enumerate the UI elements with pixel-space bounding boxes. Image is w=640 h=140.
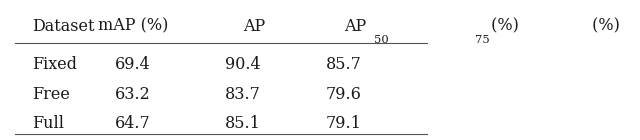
Text: 83.7: 83.7 xyxy=(225,86,261,103)
Text: 50: 50 xyxy=(374,35,389,45)
Text: 85.7: 85.7 xyxy=(326,56,362,73)
Text: mAP (%): mAP (%) xyxy=(98,18,168,35)
Text: (%): (%) xyxy=(587,18,620,35)
Text: 64.7: 64.7 xyxy=(115,115,151,132)
Text: AP: AP xyxy=(344,18,366,35)
Text: 69.4: 69.4 xyxy=(115,56,151,73)
Text: Fixed: Fixed xyxy=(32,56,77,73)
Text: 79.1: 79.1 xyxy=(326,115,362,132)
Text: Full: Full xyxy=(32,115,64,132)
Text: 75: 75 xyxy=(475,35,490,45)
Text: 63.2: 63.2 xyxy=(115,86,151,103)
Text: Dataset: Dataset xyxy=(32,18,95,35)
Text: Free: Free xyxy=(32,86,70,103)
Text: (%): (%) xyxy=(486,18,518,35)
Text: 79.6: 79.6 xyxy=(326,86,362,103)
Text: 85.1: 85.1 xyxy=(225,115,261,132)
Text: 90.4: 90.4 xyxy=(225,56,260,73)
Text: AP: AP xyxy=(243,18,265,35)
